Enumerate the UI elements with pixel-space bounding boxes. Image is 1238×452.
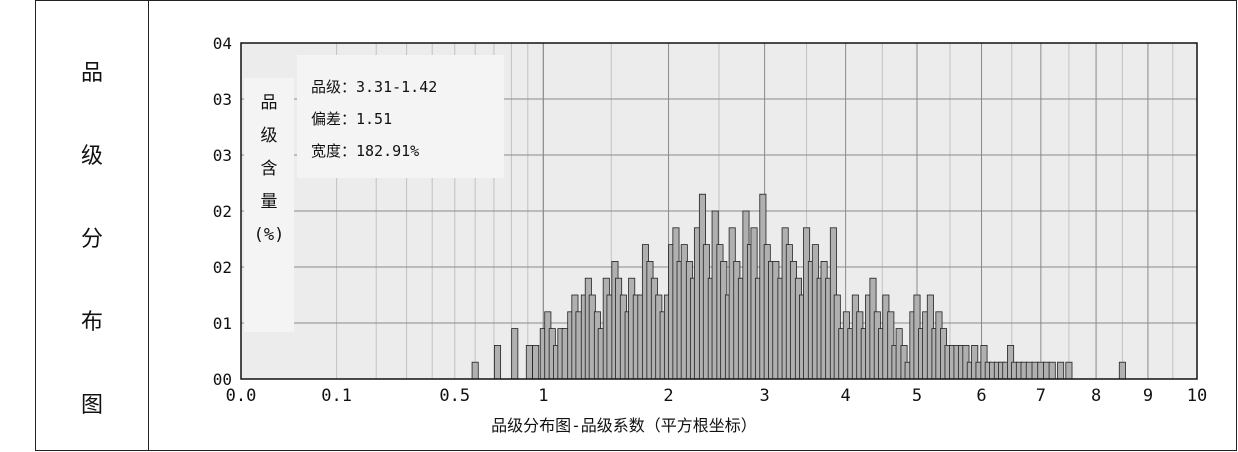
- row-label-char: 分: [80, 227, 103, 252]
- x-tick-label: 9: [1143, 386, 1153, 406]
- histogram-bar: [471, 361, 479, 380]
- y-axis-label-char: 品: [261, 93, 278, 113]
- histogram-bar: [511, 328, 519, 380]
- histogram-bar: [1057, 361, 1065, 380]
- grid-lines: [241, 42, 1198, 380]
- y-tick-label: 03: [213, 90, 232, 109]
- x-tick-label: 2: [663, 386, 673, 406]
- x-axis-label: 品级分布图-品级系数（平方根坐标）: [491, 416, 757, 435]
- plot-border: [240, 42, 1198, 380]
- y-axis-label-char: 级: [261, 126, 278, 146]
- annotation-line: 偏差：1.51: [311, 110, 392, 128]
- x-tick-label: 4: [841, 386, 851, 406]
- row-label-char: 级: [80, 144, 103, 169]
- histogram-bar: [1048, 361, 1056, 380]
- row-label: 品 级 分 布 图: [36, 60, 148, 420]
- table-frame: [35, 0, 1237, 451]
- x-tick-label: 7: [1036, 386, 1046, 406]
- row-label-char: 图: [80, 393, 103, 418]
- axes: [240, 42, 1198, 380]
- x-tick-label: 0.5: [439, 386, 470, 406]
- x-tick-labels: 0.0 0.1 0.5 1 2 3 4 5 6 7 8 9 10: [226, 386, 1208, 406]
- histogram-bar: [525, 344, 533, 380]
- annotation-background: [297, 55, 504, 178]
- x-tick-label: 6: [976, 386, 986, 406]
- y-tick-label: 04: [213, 34, 232, 53]
- histogram-bar: [1118, 361, 1126, 380]
- row-label-char: 布: [80, 310, 103, 335]
- y-tick-label: 02: [213, 258, 232, 277]
- histogram-bars: [471, 193, 1126, 380]
- stats-annotation: 品级：3.31-1.42 偏差：1.51 宽度：182.91%: [297, 55, 504, 178]
- y-tick-label: 02: [213, 202, 232, 221]
- histogram-bar: [532, 344, 540, 380]
- histogram-bar: [1025, 361, 1033, 380]
- histogram-bar: [1065, 361, 1073, 380]
- y-axis-label-char: 量: [261, 192, 278, 212]
- annotation-line: 宽度：182.91%: [311, 142, 419, 160]
- x-tick-label: 3: [759, 386, 769, 406]
- x-tick-label: 8: [1091, 386, 1101, 406]
- x-tick-label: 10: [1187, 386, 1207, 406]
- histogram-bar: [494, 344, 502, 380]
- annotation-line: 品级：3.31-1.42: [311, 78, 437, 96]
- x-tick-label: 5: [912, 386, 922, 406]
- y-tick-labels: 00 01 02 02 03 03 04: [213, 34, 232, 389]
- y-tick-label: 03: [213, 146, 232, 165]
- y-tick-label: 01: [213, 314, 232, 333]
- table-column-divider: [148, 0, 149, 451]
- histogram-bar: [1031, 361, 1039, 380]
- x-tick-label: 0.0: [226, 386, 257, 406]
- table-top-border: [35, 0, 1237, 1]
- histogram-bar: [1037, 361, 1045, 380]
- y-axis-label-char: 含: [261, 159, 278, 179]
- x-tick-label: 0.1: [321, 386, 352, 406]
- y-axis-label-char: (%): [254, 225, 285, 245]
- y-axis-label-background: [244, 78, 294, 332]
- x-tick-label: 1: [538, 386, 548, 406]
- row-label-char: 品: [80, 61, 103, 86]
- y-tick-label: 00: [213, 370, 232, 389]
